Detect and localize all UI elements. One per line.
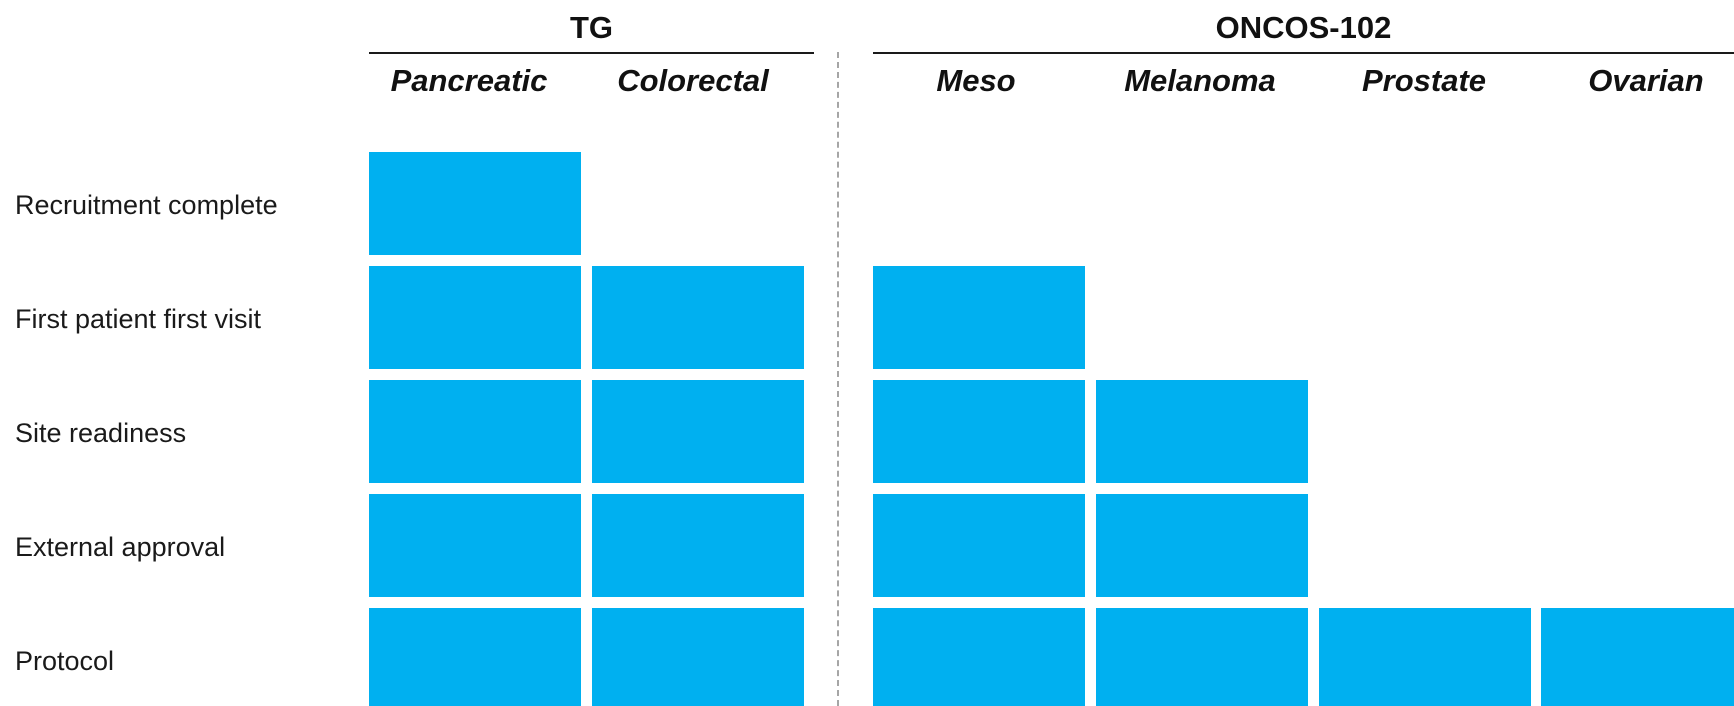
- cell-pancreatic-site-readiness: [369, 380, 581, 483]
- cell-colorectal-protocol: [592, 608, 804, 706]
- cell-meso-site-readiness: [873, 380, 1085, 483]
- cell-ovarian-protocol: [1541, 608, 1734, 706]
- cell-colorectal-site-readiness: [592, 380, 804, 483]
- cell-colorectal-external-approval: [592, 494, 804, 597]
- cell-melanoma-site-readiness: [1096, 380, 1308, 483]
- cell-meso-protocol: [873, 608, 1085, 706]
- row-label-recruitment-complete: Recruitment complete: [15, 190, 278, 220]
- column-header-pancreatic: Pancreatic: [390, 63, 548, 98]
- column-header-melanoma: Melanoma: [1124, 63, 1276, 98]
- group-rule-oncos-102: [873, 52, 1734, 54]
- row-label-external-approval: External approval: [15, 532, 226, 562]
- cell-pancreatic-recruitment-complete: [369, 152, 581, 255]
- row-label-site-readiness: Site readiness: [15, 418, 187, 448]
- row-label-protocol: Protocol: [15, 646, 115, 676]
- cell-pancreatic-protocol: [369, 608, 581, 706]
- group-title-tg: TG: [569, 10, 614, 45]
- group-divider: [837, 52, 839, 706]
- cell-melanoma-external-approval: [1096, 494, 1308, 597]
- column-header-meso: Meso: [936, 63, 1016, 98]
- cell-pancreatic-external-approval: [369, 494, 581, 597]
- cell-meso-first-patient-first-visit: [873, 266, 1085, 369]
- cell-melanoma-protocol: [1096, 608, 1308, 706]
- cell-meso-external-approval: [873, 494, 1085, 597]
- cell-colorectal-first-patient-first-visit: [592, 266, 804, 369]
- group-rule-tg: [369, 52, 814, 54]
- column-header-prostate: Prostate: [1361, 63, 1487, 98]
- cell-prostate-protocol: [1319, 608, 1531, 706]
- row-label-first-patient-first-visit: First patient first visit: [15, 304, 262, 334]
- column-header-colorectal: Colorectal: [617, 63, 769, 98]
- cell-pancreatic-first-patient-first-visit: [369, 266, 581, 369]
- column-header-ovarian: Ovarian: [1588, 63, 1704, 98]
- group-title-oncos-102: ONCOS-102: [1215, 10, 1392, 45]
